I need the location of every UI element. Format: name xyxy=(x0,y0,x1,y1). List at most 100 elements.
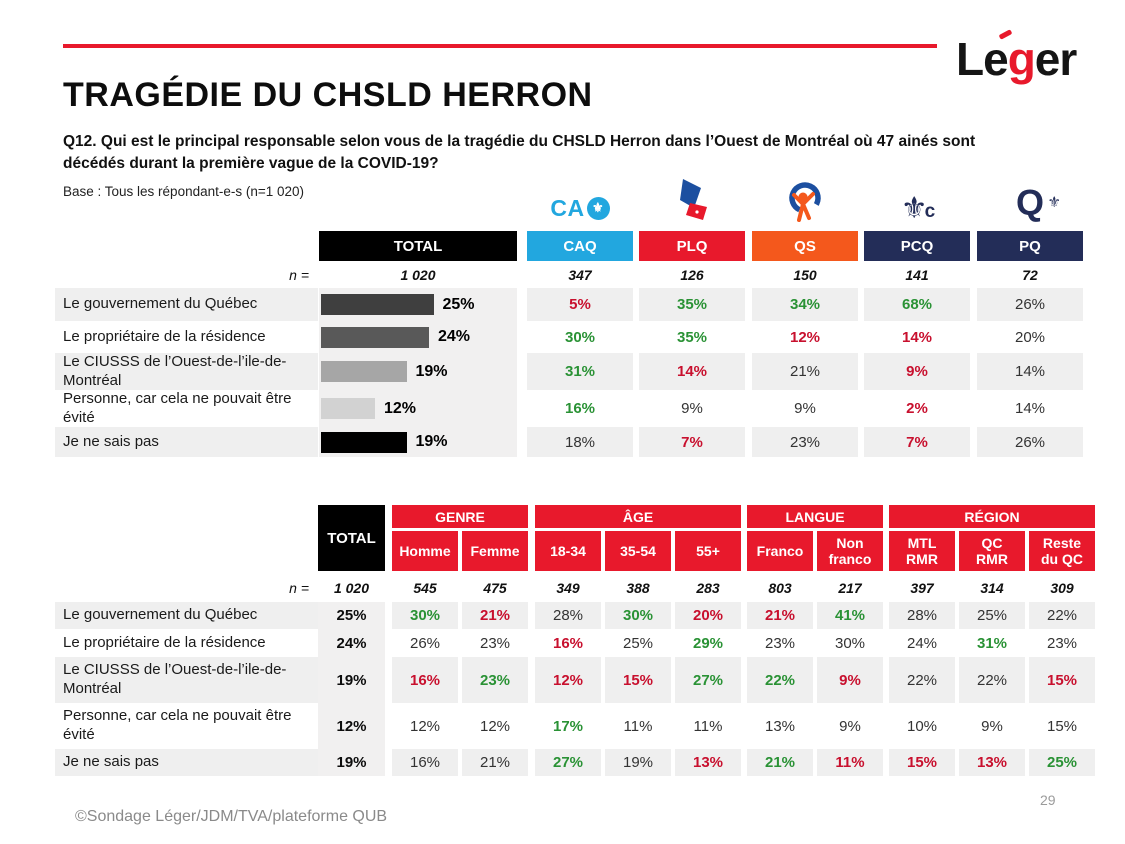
stat-cell-qs: 21% xyxy=(752,353,858,390)
n-value: 545 xyxy=(413,579,437,596)
total-bar xyxy=(321,294,434,315)
stat-cell-caq: 5% xyxy=(527,288,633,321)
stat-cell: 41% xyxy=(817,602,883,629)
stat-cell: 30% xyxy=(817,629,883,657)
total-bar xyxy=(321,431,407,453)
stat-cell: 27% xyxy=(535,749,601,776)
responsibility-by-demographics-table: TOTAL GENRE ÂGE LANGUE RÉGION Homme Femme 18-34… xyxy=(55,505,1097,776)
n-value-caq: 347 xyxy=(568,267,592,283)
question-text: Q12. Qui est le principal responsable se… xyxy=(63,133,976,173)
sub-column-header: 35-54 xyxy=(605,531,671,571)
n-value: 309 xyxy=(1050,579,1074,596)
qs-logo-icon xyxy=(785,179,825,225)
leger-logo-le: Le xyxy=(956,33,1009,85)
leger-logo: Leger xyxy=(956,29,1077,85)
stat-cell: 21% xyxy=(462,602,528,629)
stat-cell: 19% xyxy=(318,657,385,703)
n-value: 314 xyxy=(980,579,1004,596)
total-column-header: TOTAL xyxy=(319,231,517,261)
plq-logo-icon xyxy=(676,177,710,225)
column-group-header: LANGUE xyxy=(747,505,883,528)
n-equals-label: n = xyxy=(289,579,309,596)
n-value: 397 xyxy=(910,579,934,596)
sub-column-header: Femme xyxy=(462,531,528,571)
n-value-pcq: 141 xyxy=(905,267,929,283)
stat-cell: 21% xyxy=(462,749,528,776)
n-value-plq: 126 xyxy=(680,267,704,283)
row-label: Le gouvernement du Québec xyxy=(55,288,318,321)
n-value: 1 020 xyxy=(333,579,370,596)
stat-cell: 15% xyxy=(1029,703,1095,749)
stat-cell-pcq: 68% xyxy=(864,288,970,321)
stat-cell: 11% xyxy=(605,703,671,749)
stat-cell: 25% xyxy=(318,602,385,629)
total-bar-value: 24% xyxy=(438,328,471,345)
pq-letter: Q xyxy=(1015,182,1044,223)
stat-cell-plq: 14% xyxy=(639,353,745,390)
total-bar xyxy=(321,326,429,348)
caq-logo-text: CA xyxy=(550,194,585,221)
stat-cell: 30% xyxy=(605,602,671,629)
stat-cell-pcq: 14% xyxy=(864,321,970,353)
stat-cell: 13% xyxy=(675,749,741,776)
footer-credit: ©Sondage Léger/JDM/TVA/plateforme QUB xyxy=(75,808,388,825)
qs-circle-person-icon xyxy=(789,182,821,222)
stat-cell: 23% xyxy=(462,629,528,657)
page-number: 29 xyxy=(1040,792,1056,808)
stat-cell-pq: 14% xyxy=(977,390,1083,427)
total-bar-cell: 12% xyxy=(319,390,517,427)
total-bar-cell: 25% xyxy=(319,288,517,321)
row-label: Le CIUSSS de l’Ouest-de-l’ile-de-Montréa… xyxy=(55,657,318,703)
n-value-pq: 72 xyxy=(1022,267,1038,283)
base-text: Base : Tous les répondant-e-s (n=1 020) xyxy=(63,184,305,199)
sub-column-header: Reste du QC xyxy=(1029,531,1095,571)
column-group-header: GENRE xyxy=(392,505,528,528)
leger-logo-g: g xyxy=(1007,33,1036,85)
stat-cell: 28% xyxy=(535,602,601,629)
stat-cell: 19% xyxy=(318,749,385,776)
stat-cell: 25% xyxy=(605,629,671,657)
stat-cell-plq: 9% xyxy=(639,390,745,427)
stat-cell: 24% xyxy=(318,629,385,657)
stat-cell: 19% xyxy=(605,749,671,776)
stat-cell: 27% xyxy=(675,657,741,703)
sub-column-header: Franco xyxy=(747,531,813,571)
n-value: 217 xyxy=(838,579,862,596)
stat-cell: 30% xyxy=(392,602,458,629)
stat-cell: 13% xyxy=(959,749,1025,776)
stat-cell: 9% xyxy=(959,703,1025,749)
stat-cell-pq: 26% xyxy=(977,427,1083,457)
sub-column-header: Homme xyxy=(392,531,458,571)
n-value-qs: 150 xyxy=(793,267,817,283)
stat-cell: 12% xyxy=(535,657,601,703)
stat-cell-plq: 35% xyxy=(639,288,745,321)
stat-cell-caq: 16% xyxy=(527,390,633,427)
total-bar-cell: 19% xyxy=(319,427,517,457)
n-equals-label: n = xyxy=(289,267,309,283)
stat-cell-pcq: 2% xyxy=(864,390,970,427)
pq-logo-icon: Q ⚜ xyxy=(1008,182,1061,223)
party-column-header-qs: QS xyxy=(752,231,858,261)
sub-column-header: 55+ xyxy=(675,531,741,571)
stat-cell-caq: 18% xyxy=(527,427,633,457)
total-bar-value: 19% xyxy=(415,362,448,380)
stat-cell: 11% xyxy=(675,703,741,749)
plq-flag-icon xyxy=(680,179,707,220)
page-title: TRAGÉDIE DU CHSLD HERRON xyxy=(63,76,593,114)
column-group-header: RÉGION xyxy=(889,505,1095,528)
stat-cell: 13% xyxy=(747,703,813,749)
total-bar-value: 25% xyxy=(442,295,475,313)
caq-logo-icon: CA ⚜ xyxy=(538,194,622,222)
stat-cell: 25% xyxy=(1029,749,1095,776)
stat-cell: 24% xyxy=(889,629,955,657)
stat-cell-plq: 35% xyxy=(639,321,745,353)
row-label: Le gouvernement du Québec xyxy=(55,602,318,629)
row-label: Le propriétaire de la résidence xyxy=(55,629,318,657)
sub-column-header: Non franco xyxy=(817,531,883,571)
stat-cell: 16% xyxy=(392,749,458,776)
n-value: 349 xyxy=(556,579,580,596)
stat-cell: 22% xyxy=(1029,602,1095,629)
stat-cell-pq: 20% xyxy=(977,321,1083,353)
sub-column-header: 18-34 xyxy=(535,531,601,571)
